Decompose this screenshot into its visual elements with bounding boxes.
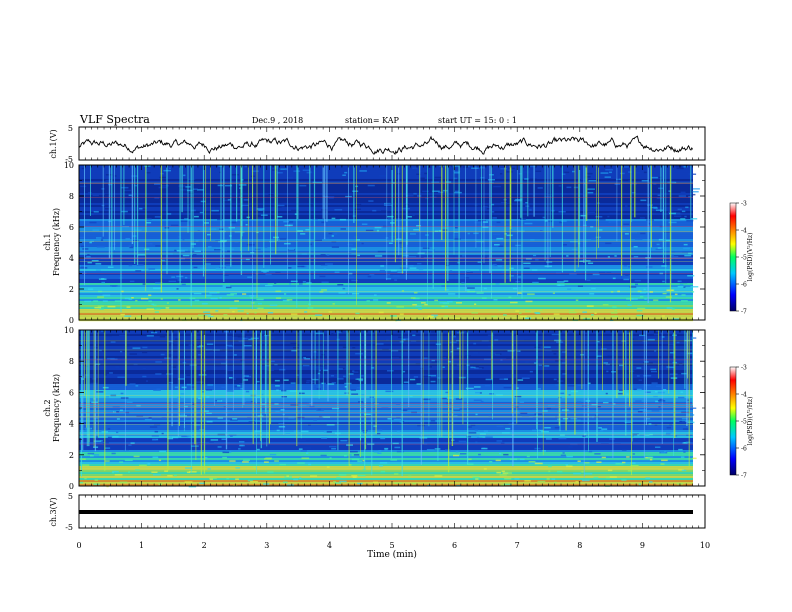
ch2-spec-ylabel-freq: Frequency (kHz) [52,374,61,442]
colorbar-tick-label: -4 [741,392,747,399]
x-tick-label: 5 [389,541,394,550]
date-label: Dec.9 , 2018 [252,116,303,125]
x-axis-tick-labels: 0 1 2 3 4 5 6 7 8 9 10 [76,541,710,550]
spec-ytick-label: 4 [69,420,74,429]
spec-ytick-label: 2 [69,451,74,460]
ch2-colorbar: -3 -4 -5 -6 -7 log(PSD)(V²/Hz) [729,365,754,480]
ch1-waveform-panel: 5 -5 ch.1(V) [49,124,706,164]
ch1-ytick-bottom: -5 [65,155,73,164]
x-axis-label: Time (min) [367,549,417,560]
ch2-spectrogram-image [79,330,697,488]
x-tick-label: 2 [202,541,207,550]
colorbar-tick-label: -4 [741,228,747,235]
x-tick-label: 1 [139,541,144,550]
ch1-spec-ylabel-channel: ch.1 [43,233,52,250]
x-tick-label: 8 [577,541,582,550]
spec-ytick-label: 0 [69,482,74,491]
ch3-ylabel: ch.3(V) [49,497,58,526]
spec-ytick-label: 8 [69,192,74,201]
ch1-ylabel: ch.1(V) [49,129,58,158]
spec-ytick-label: 2 [69,285,74,294]
spec-ytick-label: 4 [69,254,74,263]
x-tick-label: 7 [515,541,520,550]
colorbar-tick-label: -6 [741,446,747,453]
ch3-ytick-top: 5 [68,492,73,501]
x-tick-label: 10 [700,541,710,550]
spec-ytick-label: 10 [64,326,74,335]
colorbar-tick-label: -3 [741,201,747,208]
ch2-spectrogram-panel: 0 2 4 6 8 10 ch.2 Frequency (kHz) [43,326,706,491]
ch1-ytick-top: 5 [68,124,73,133]
ch1-colorbar-label: log(PSD)(V²/Hz) [747,233,754,282]
ch1-spectrogram-image [79,165,700,322]
x-tick-label: 6 [452,541,457,550]
colorbar-tick-label: -5 [741,419,747,426]
spec-ytick-label: 6 [69,388,74,397]
ch2-colorbar-label: log(PSD)(V²/Hz) [747,397,754,446]
x-tick-label: 9 [640,541,645,550]
ch2-spec-ylabel-channel: ch.2 [43,399,52,416]
colorbar-tick-label: -3 [741,365,747,372]
x-tick-label: 3 [264,541,269,550]
ch1-colorbar: -3 -4 -5 -6 -7 log(PSD)(V²/Hz) [729,201,754,316]
spec-ytick-label: 6 [69,223,74,232]
colorbar-tick-label: -5 [741,255,747,262]
colorbar-tick-label: -6 [741,282,747,289]
spec-ytick-label: 8 [69,357,74,366]
x-tick-label: 4 [327,541,332,550]
station-label: station= KAP [345,116,400,125]
ch3-waveform-panel: 5 -5 ch.3(V) [49,492,706,532]
colorbar-tick-label: -7 [741,309,747,316]
ch1-trace-line [78,135,693,155]
start-time-label: start UT = 15: 0 : 1 [438,116,517,125]
colorbar-tick-label: -7 [741,473,747,480]
x-axis-ticks [78,127,706,528]
ch3-ytick-bottom: -5 [65,523,73,532]
ch1-spectrogram-panel: 0 2 4 6 8 10 ch.1 Frequency (kHz) [43,161,706,325]
x-tick-label: 0 [76,541,81,550]
ch1-spec-ylabel-freq: Frequency (kHz) [52,208,61,276]
spec-ytick-label: 10 [64,161,74,170]
spec-ytick-label: 0 [69,316,74,325]
chart-title: VLF Spectra [79,113,150,126]
